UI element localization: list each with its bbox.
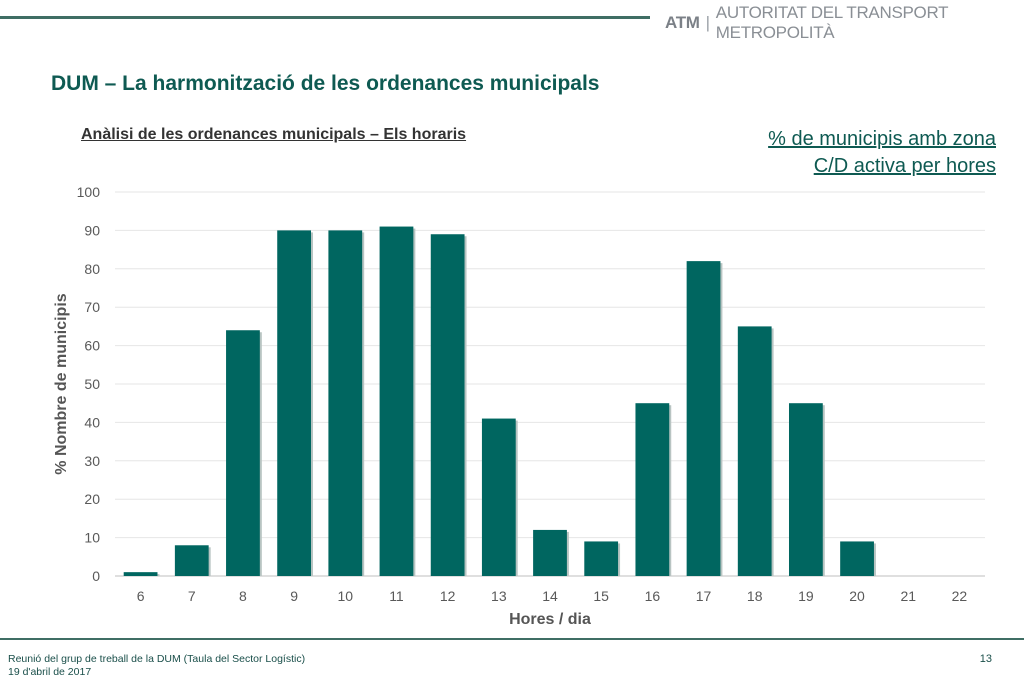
bar-hour-12: [430, 234, 465, 577]
y-tick-label: 100: [77, 184, 101, 200]
bar-hour-10: [328, 230, 363, 576]
x-tick-label: 17: [696, 588, 712, 604]
bars: [123, 226, 876, 577]
y-tick-label: 80: [84, 261, 100, 277]
x-tick-label: 20: [849, 588, 865, 604]
x-tick-label: 7: [188, 588, 196, 604]
footer-meeting: Reunió del grup de treball de la DUM (Ta…: [8, 653, 306, 665]
bar-hour-18: [737, 326, 772, 576]
x-tick-label: 14: [542, 588, 558, 604]
footer-rule: [0, 638, 1024, 640]
bar-hour-13: [481, 418, 516, 576]
y-axis-label: % Nombre de municipis: [53, 293, 70, 474]
bar-hour-9: [277, 230, 312, 576]
x-tick-label: 21: [900, 588, 916, 604]
bar-hour-14: [533, 529, 567, 576]
header-rule: [0, 16, 650, 19]
footer-date: 19 d'abril de 2017: [8, 666, 92, 678]
x-tick-label: 10: [338, 588, 354, 604]
y-tick-label: 90: [84, 222, 100, 238]
x-tick-label: 13: [491, 588, 507, 604]
brand-mark: ATM: [665, 13, 700, 32]
chart-note: % de municipis amb zona C/D activa per h…: [676, 126, 996, 180]
y-tick-label: 10: [84, 530, 100, 546]
x-tick-label: 22: [952, 588, 968, 604]
bar-hour-20: [840, 541, 874, 576]
chart-note-line2: C/D activa per hores: [813, 155, 996, 177]
bar-hour-7: [174, 545, 209, 576]
y-tick-label: 60: [84, 338, 100, 354]
bar-hour-17: [686, 261, 721, 576]
bar-hour-19: [788, 403, 823, 576]
bar-hour-6: [123, 572, 158, 576]
x-tick-label: 6: [137, 588, 145, 604]
y-tick-label: 20: [84, 491, 100, 507]
brand-separator: |: [705, 13, 710, 32]
y-tick-label: 30: [84, 453, 100, 469]
x-tick-label: 15: [593, 588, 609, 604]
x-axis-label: Hores / dia: [509, 611, 591, 628]
bar-chart: 0 10 20 30 40 50 60 70 80 90 100 6 7 8 9 10 11 12 13 14 15 1…: [53, 184, 985, 628]
x-tick-label: 12: [440, 588, 456, 604]
page-number: 13: [979, 653, 992, 665]
page-title: DUM – La harmonització de les ordenances…: [51, 72, 600, 95]
x-tick-label: 8: [239, 588, 247, 604]
y-tick-label: 40: [84, 414, 100, 430]
x-tick-label: 18: [747, 588, 763, 604]
footer-text: Reunió del grup de treball de la DUM (Ta…: [8, 653, 305, 679]
bar-hour-8: [226, 330, 260, 576]
bar-hour-15: [584, 541, 619, 576]
x-tick-label: 16: [645, 588, 661, 604]
y-tick-label: 0: [92, 568, 100, 584]
y-axis-ticks: 0 10 20 30 40 50 60 70 80 90 100: [77, 184, 101, 584]
x-tick-label: 9: [290, 588, 298, 604]
bar-hour-16: [635, 403, 670, 576]
y-tick-label: 70: [84, 299, 100, 315]
x-axis-ticks: 6 7 8 9 10 11 12 13 14 15 16 17 18 19 20 21 22: [137, 588, 968, 604]
y-tick-label: 50: [84, 376, 100, 392]
bar-hour-11: [379, 226, 414, 576]
x-tick-label: 19: [798, 588, 814, 604]
chart-note-line1: % de municipis amb zona: [768, 128, 996, 150]
chart-subtitle: Anàlisi de les ordenances municipals – E…: [81, 126, 467, 143]
brand-name: Autoritat del Transport Metropolità: [715, 3, 948, 42]
atm-logo: ATM | Autoritat del Transport Metropolit…: [665, 3, 1024, 42]
x-tick-label: 11: [389, 588, 404, 604]
